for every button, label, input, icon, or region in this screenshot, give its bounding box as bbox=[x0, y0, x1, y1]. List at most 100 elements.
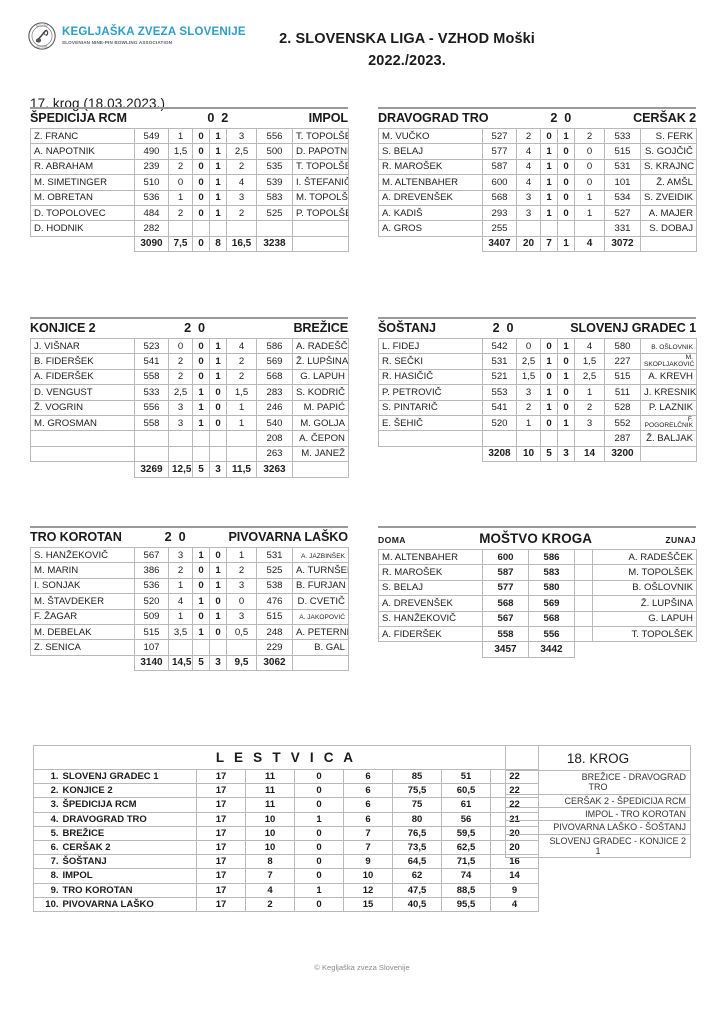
fixture-line2: TRO bbox=[588, 782, 608, 793]
home-total-score: 3090 bbox=[134, 235, 169, 253]
next-round-table: 18. KROG BREŽICE - DRAVOGRAD TRO CERŠAK 2 … bbox=[505, 745, 691, 859]
away-match-point: 0 bbox=[209, 623, 227, 641]
away-player-name: M. TOPOLŠEK bbox=[592, 564, 697, 581]
home-player-name bbox=[30, 445, 135, 463]
away-set-points: 0 bbox=[574, 174, 605, 191]
match-total-row: 3208 10 5 3 14 3200 bbox=[379, 445, 697, 463]
match-table: S. HANŽEKOVIČ 567 3 1 0 1 531 A. JAZBINŠEK M. MA… bbox=[30, 546, 349, 672]
away-total-score: 3200 bbox=[604, 445, 641, 463]
home-team-points: 2 bbox=[164, 530, 172, 544]
table-row: M. ŠTAVDEKER 520 4 1 0 0 476 D. CVETIČ bbox=[30, 593, 349, 610]
match-block: ŠOŠTANJ 2 0 SLOVENJ GRADEC 1 L. FIDEJ 542 0 0 1 4… bbox=[378, 317, 697, 463]
match-header: ŠPEDICIJA RCM 0 2 IMPOL bbox=[30, 109, 348, 128]
away-player-score: 208 bbox=[256, 430, 293, 447]
home-match-point: 1 bbox=[540, 353, 558, 370]
away-set-points: 0 bbox=[574, 143, 605, 160]
away-player-score: 246 bbox=[256, 399, 293, 416]
away-set-points: 1,5 bbox=[226, 384, 257, 401]
standings-row: 7. ŠOŠTANJ 17 8 0 9 64,5 71,5 16 bbox=[33, 854, 540, 870]
away-player-score: 583 bbox=[528, 564, 575, 581]
away-player-name: S. DOBAJ bbox=[640, 220, 697, 237]
home-team-name: KONJICE 2 bbox=[30, 321, 96, 335]
home-player-name: A. KADIŠ bbox=[378, 204, 483, 222]
away-match-point: 1 bbox=[557, 368, 575, 386]
standings-played: 17 bbox=[196, 783, 246, 799]
home-set-points: 0 bbox=[168, 337, 193, 355]
standings-team-name: ŠPEDICIJA RCM bbox=[59, 797, 197, 813]
standings-wins: 4 bbox=[245, 882, 295, 898]
away-player-name: I. ŠTEFANIČ bbox=[292, 174, 349, 191]
away-match-point: 1 bbox=[209, 158, 227, 176]
home-set-points: 4 bbox=[168, 593, 193, 610]
home-player-name: S. HANŽEKOVIČ bbox=[378, 610, 483, 627]
standings-set-points-for: 76,5 bbox=[392, 825, 442, 841]
standings-losses: 6 bbox=[343, 783, 393, 799]
divider bbox=[30, 317, 348, 319]
home-player-name: S. HANŽEKOVIČ bbox=[30, 546, 135, 564]
home-player-score: 490 bbox=[134, 143, 169, 160]
team-of-the-round-title: MOŠTVO KROGA bbox=[479, 531, 592, 546]
home-match-point: 0 bbox=[192, 127, 210, 145]
standings-row: 6. CERŠAK 2 17 10 0 7 73,5 62,5 20 bbox=[33, 839, 540, 856]
home-match-point: 0 bbox=[192, 562, 210, 579]
home-player-score: 527 bbox=[482, 127, 517, 145]
standings-wins: 8 bbox=[245, 854, 295, 870]
away-match-point: 0 bbox=[557, 353, 575, 370]
home-player-score: 556 bbox=[134, 399, 169, 416]
bowling-emblem-icon: KEGLJAŠKA SLOVENIJE bbox=[28, 22, 56, 50]
home-player-name: E. ŠEHIČ bbox=[378, 414, 483, 432]
away-player-name: A. KREVH bbox=[640, 368, 697, 386]
home-player-name: J. VIŠNAR bbox=[30, 337, 135, 355]
home-team-points: 0 bbox=[207, 111, 215, 125]
away-total-match-points: 3 bbox=[209, 654, 227, 672]
total-spacer bbox=[31, 236, 135, 251]
home-player-score: 568 bbox=[482, 595, 529, 612]
table-row: M. ALTENBAHER 600 586 A. RADEŠČEK bbox=[378, 548, 697, 566]
away-match-point bbox=[557, 220, 575, 237]
away-player-score: 569 bbox=[528, 595, 575, 612]
table-row: A. FIDERŠEK 558 2 0 1 2 568 G. LAPUH bbox=[30, 368, 349, 386]
team-of-the-round-block: DOMA MOŠTVO KROGA ZUNAJ M. ALTENBAHER 600… bbox=[378, 526, 697, 658]
home-player-score: 484 bbox=[134, 204, 169, 222]
away-set-points: 1 bbox=[226, 399, 257, 416]
home-player-name: S. PINTARIČ bbox=[378, 399, 483, 416]
away-set-points: 2 bbox=[226, 368, 257, 386]
table-row: R. MAROŠEK 587 4 1 0 0 531 S. KRAJNC bbox=[378, 158, 697, 176]
home-player-score: 255 bbox=[482, 220, 517, 237]
standings-set-points-for: 64,5 bbox=[392, 854, 442, 870]
match-header: ŠOŠTANJ 2 0 SLOVENJ GRADEC 1 bbox=[378, 319, 696, 338]
away-player-score: 531 bbox=[256, 546, 293, 564]
federation-logo: KEGLJAŠKA SLOVENIJE KEGLJAŠKA ZVEZA SLOV… bbox=[28, 22, 246, 50]
standings-rank: 5. bbox=[33, 825, 60, 841]
home-match-point: 0 bbox=[540, 127, 558, 145]
away-set-points: 1 bbox=[574, 384, 605, 401]
home-match-point: 1 bbox=[192, 384, 210, 401]
standings-team-name: TRO KOROTAN bbox=[59, 882, 197, 898]
total-spacer-right bbox=[640, 235, 697, 253]
home-set-points bbox=[516, 430, 541, 447]
home-set-points: 3,5 bbox=[168, 623, 193, 641]
away-player-score: 533 bbox=[604, 127, 641, 145]
match-total-row: 3140 14,5 5 3 9,5 3062 bbox=[31, 654, 349, 672]
home-player-score: 107 bbox=[134, 639, 169, 656]
standings-row: 3. ŠPEDICIJA RCM 17 11 0 6 75 61 22 bbox=[33, 797, 540, 813]
home-player-name: R. HASIČIČ bbox=[378, 368, 483, 386]
svg-text:KEGLJAŠKA: KEGLJAŠKA bbox=[36, 24, 49, 27]
match-block: DRAVOGRAD TRO 2 0 CERŠAK 2 M. VUČKO 527 2 0 1 2 53… bbox=[378, 107, 697, 253]
home-set-points: 1 bbox=[516, 414, 541, 432]
table-row: L. FIDEJ 542 0 0 1 4 580 B. OŠLOVNIK bbox=[378, 337, 697, 355]
away-player-score: 568 bbox=[528, 610, 575, 627]
home-set-points: 4 bbox=[516, 143, 541, 160]
home-set-points: 3 bbox=[168, 546, 193, 564]
standings-set-points-against: 56 bbox=[441, 811, 491, 827]
next-round-block: 18. KROG BREŽICE - DRAVOGRAD TRO CERŠAK 2 … bbox=[505, 745, 691, 859]
home-match-point: 1 bbox=[540, 158, 558, 176]
home-match-point: 0 bbox=[192, 608, 210, 625]
away-player-name: S. KODRIČ bbox=[292, 384, 349, 401]
home-player-score: 541 bbox=[482, 399, 517, 416]
home-player-score: 239 bbox=[134, 158, 169, 176]
